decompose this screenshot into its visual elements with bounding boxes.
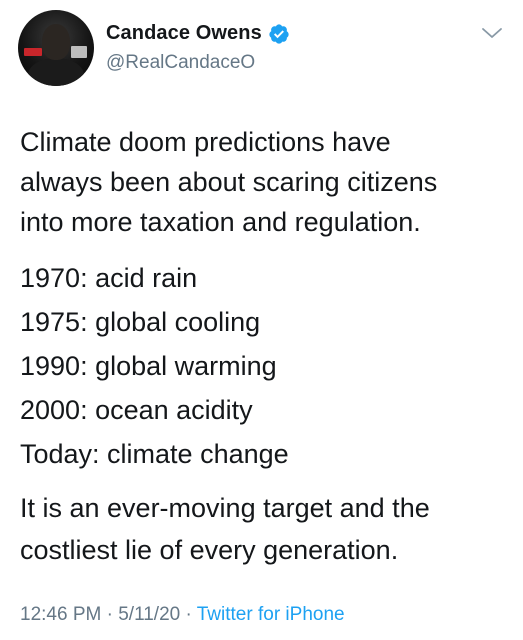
- meta-separator: ·: [185, 604, 192, 625]
- timeline-line: 1970: acid rain: [20, 263, 198, 293]
- avatar-badge-right: [71, 46, 87, 58]
- avatar-face: [42, 24, 70, 60]
- author-display-name[interactable]: Candace Owens: [106, 22, 262, 44]
- tweet-time[interactable]: 12:46 PM: [20, 604, 102, 625]
- avatar-badge-left: [24, 48, 42, 56]
- author-handle[interactable]: @RealCandaceO: [106, 52, 256, 73]
- tweet-meta: 12:46 PM · 5/11/20 · Twitter for iPhone: [20, 604, 345, 626]
- timeline-line: Today: climate change: [20, 439, 289, 469]
- tweet-text-line: costliest lie of every generation.: [20, 535, 399, 565]
- timeline-line: 1975: global cooling: [20, 307, 261, 337]
- avatar-shoulders: [28, 58, 84, 86]
- tweet-date[interactable]: 5/11/20: [118, 604, 181, 625]
- timeline-line: 1990: global warming: [20, 351, 277, 381]
- chevron-down-icon[interactable]: [478, 22, 506, 44]
- tweet-text-line: It is an ever-moving target and the: [20, 493, 430, 523]
- tweet-text-line: into more taxation and regulation.: [20, 207, 421, 237]
- author-name-row[interactable]: Candace Owens: [106, 22, 290, 45]
- meta-separator: ·: [106, 604, 113, 625]
- timeline-line: 2000: ocean acidity: [20, 395, 253, 425]
- tweet-text-line: Climate doom predictions have: [20, 127, 391, 157]
- tweet-text-line: always been about scaring citizens: [20, 167, 438, 197]
- tweet-source-link[interactable]: Twitter for iPhone: [196, 604, 345, 625]
- verified-badge-icon: [269, 23, 289, 44]
- avatar[interactable]: [18, 10, 94, 86]
